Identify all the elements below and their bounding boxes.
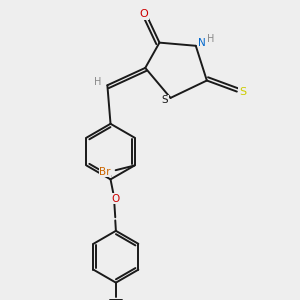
Text: S: S [239,87,246,97]
Text: H: H [94,77,102,87]
Text: Br: Br [100,167,111,177]
Text: H: H [207,34,214,44]
Text: O: O [111,194,119,204]
Text: O: O [139,9,148,19]
Text: N: N [198,38,206,48]
Text: S: S [161,95,168,105]
